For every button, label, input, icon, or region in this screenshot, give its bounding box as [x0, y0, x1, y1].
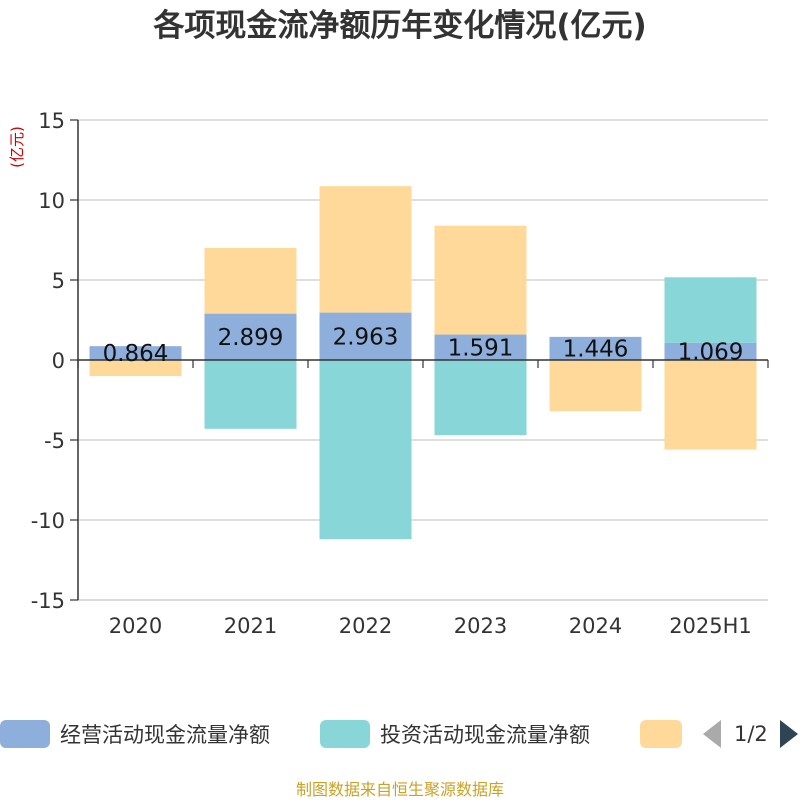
x-tick-label: 2024 [569, 614, 622, 638]
data-label: 1.069 [678, 339, 744, 365]
chart-title: 各项现金流净额历年变化情况(亿元) [153, 8, 647, 44]
bar-financing[interactable] [434, 225, 527, 335]
pager-next-icon[interactable] [779, 720, 798, 748]
y-tick-label: 10 [38, 189, 65, 213]
x-tick-label: 2022 [339, 614, 392, 638]
pager-page-indicator: 1/2 [734, 722, 768, 746]
legend-item-operating[interactable]: 经营活动现金流量净额 [0, 716, 270, 752]
y-tick-label: 5 [52, 269, 65, 293]
legend-swatch-financing [640, 720, 682, 748]
bar-financing[interactable] [664, 360, 757, 450]
y-tick-label: 15 [38, 109, 65, 133]
bar-financing[interactable] [319, 186, 412, 313]
bar-investing[interactable] [204, 360, 297, 429]
x-tick-label: 2020 [109, 614, 162, 638]
data-label: 1.591 [448, 335, 514, 361]
bar-operating[interactable] [434, 334, 527, 360]
data-labels: 0.864 2.899 2.963 1.591 1.446 1.069 [103, 324, 744, 367]
y-tick-label: -15 [31, 589, 65, 613]
axes: 15 10 5 0 -5 -10 -15 2020 2021 2022 2023 2024 2025H1 [31, 109, 769, 638]
bars [89, 186, 757, 540]
x-tick-label: 2023 [454, 614, 507, 638]
y-tick-label: -10 [31, 509, 65, 533]
bar-chart: 15 10 5 0 -5 -10 -15 2020 2021 2022 2023 2024 2025H1… [8, 109, 769, 638]
data-label: 0.864 [103, 341, 169, 367]
bar-operating[interactable] [319, 312, 412, 360]
x-tick-label: 2025H1 [669, 614, 752, 638]
bar-investing[interactable] [319, 360, 412, 540]
bar-operating[interactable] [664, 342, 757, 360]
legend-pager: 1/2 [700, 716, 800, 752]
data-label: 2.899 [218, 325, 284, 351]
legend-swatch-investing [320, 720, 370, 748]
legend-label-operating: 经营活动现金流量净额 [60, 723, 270, 747]
legend: 经营活动现金流量净额 投资活动现金流量净额 1/2 [0, 716, 800, 752]
legend-label-investing: 投资活动现金流量净额 [380, 723, 590, 747]
y-tick-label: -5 [44, 429, 65, 453]
source-note: 制图数据来自恒生聚源数据库 [295, 780, 504, 799]
y-axis-title: (亿元) [8, 126, 26, 168]
bar-financing[interactable] [549, 360, 642, 412]
bar-financing[interactable] [204, 248, 297, 314]
bar-operating[interactable] [549, 336, 642, 360]
data-label: 2.963 [333, 324, 399, 350]
bar-operating[interactable] [89, 346, 182, 360]
legend-item-financing[interactable] [640, 716, 692, 752]
bar-financing[interactable] [89, 360, 182, 376]
bar-investing[interactable] [434, 360, 527, 436]
legend-swatch-operating [0, 720, 50, 748]
y-tick-label: 0 [52, 349, 65, 373]
x-tick-label: 2021 [224, 614, 277, 638]
grid-lines [78, 119, 768, 601]
bar-investing[interactable] [664, 277, 757, 343]
legend-item-investing[interactable]: 投资活动现金流量净额 [320, 716, 590, 752]
bar-operating[interactable] [204, 313, 297, 360]
data-label: 1.446 [563, 336, 629, 362]
pager-prev-icon[interactable] [703, 720, 721, 748]
